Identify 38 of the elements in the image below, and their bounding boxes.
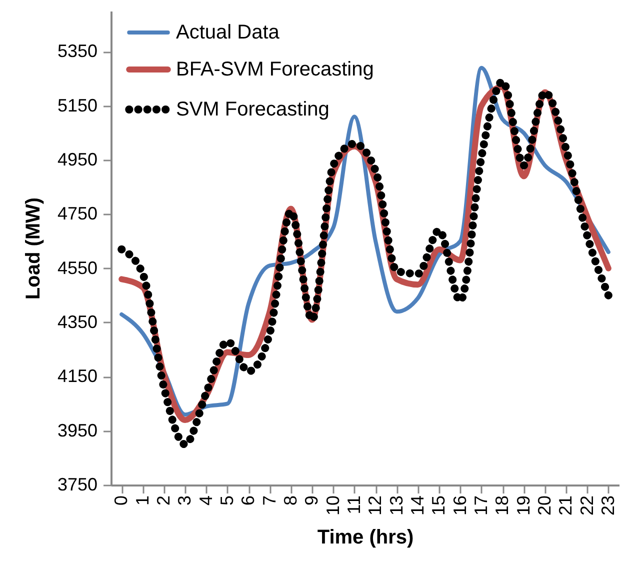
x-tick-label: 1 (132, 496, 152, 506)
x-tick-label: 4 (196, 496, 216, 506)
x-axis-title: Time (hrs) (317, 526, 414, 549)
x-tick-label: 12 (365, 496, 386, 516)
legend-label: Actual Data (176, 22, 280, 44)
x-tick-label: 22 (576, 496, 597, 516)
x-tick-label: 10 (322, 496, 343, 516)
y-tick-label: 3950 (57, 420, 98, 440)
y-tick-label: 4550 (57, 258, 98, 278)
x-tick-label: 13 (386, 496, 406, 516)
y-tick-label: 4750 (57, 204, 98, 224)
x-tick-label: 7 (259, 496, 280, 506)
x-tick-label: 0 (111, 496, 132, 506)
x-tick-label: 21 (556, 496, 576, 516)
x-tick-label: 3 (174, 496, 195, 506)
x-tick-label: 17 (470, 496, 491, 516)
y-tick-label: 4150 (57, 366, 98, 386)
y-tick-label: 4350 (57, 312, 98, 332)
x-tick-label: 23 (598, 496, 618, 516)
y-tick-label: 5150 (57, 95, 98, 116)
x-tick-label: 6 (238, 496, 258, 506)
legend-label: SVM Forecasting (176, 98, 330, 120)
x-tick-label: 20 (534, 496, 554, 516)
x-tick-label: 18 (492, 496, 512, 516)
x-tick-label: 2 (153, 496, 174, 506)
x-tick-label: 16 (450, 496, 470, 516)
x-tick-label: 11 (344, 496, 364, 514)
x-tick-label: 14 (407, 496, 428, 516)
x-tick-label: 19 (513, 496, 534, 516)
y-tick-label: 5350 (57, 41, 98, 62)
y-axis-title: Load (MW) (22, 197, 44, 300)
legend-label: BFA-SVM Forecasting (176, 58, 374, 80)
x-tick-label: 5 (216, 496, 237, 506)
x-tick-label: 15 (428, 496, 449, 516)
x-tick-label: 8 (280, 496, 300, 506)
x-tick-label: 9 (302, 496, 322, 506)
y-tick-label: 4950 (57, 149, 98, 170)
y-tick-label: 3750 (57, 474, 98, 494)
